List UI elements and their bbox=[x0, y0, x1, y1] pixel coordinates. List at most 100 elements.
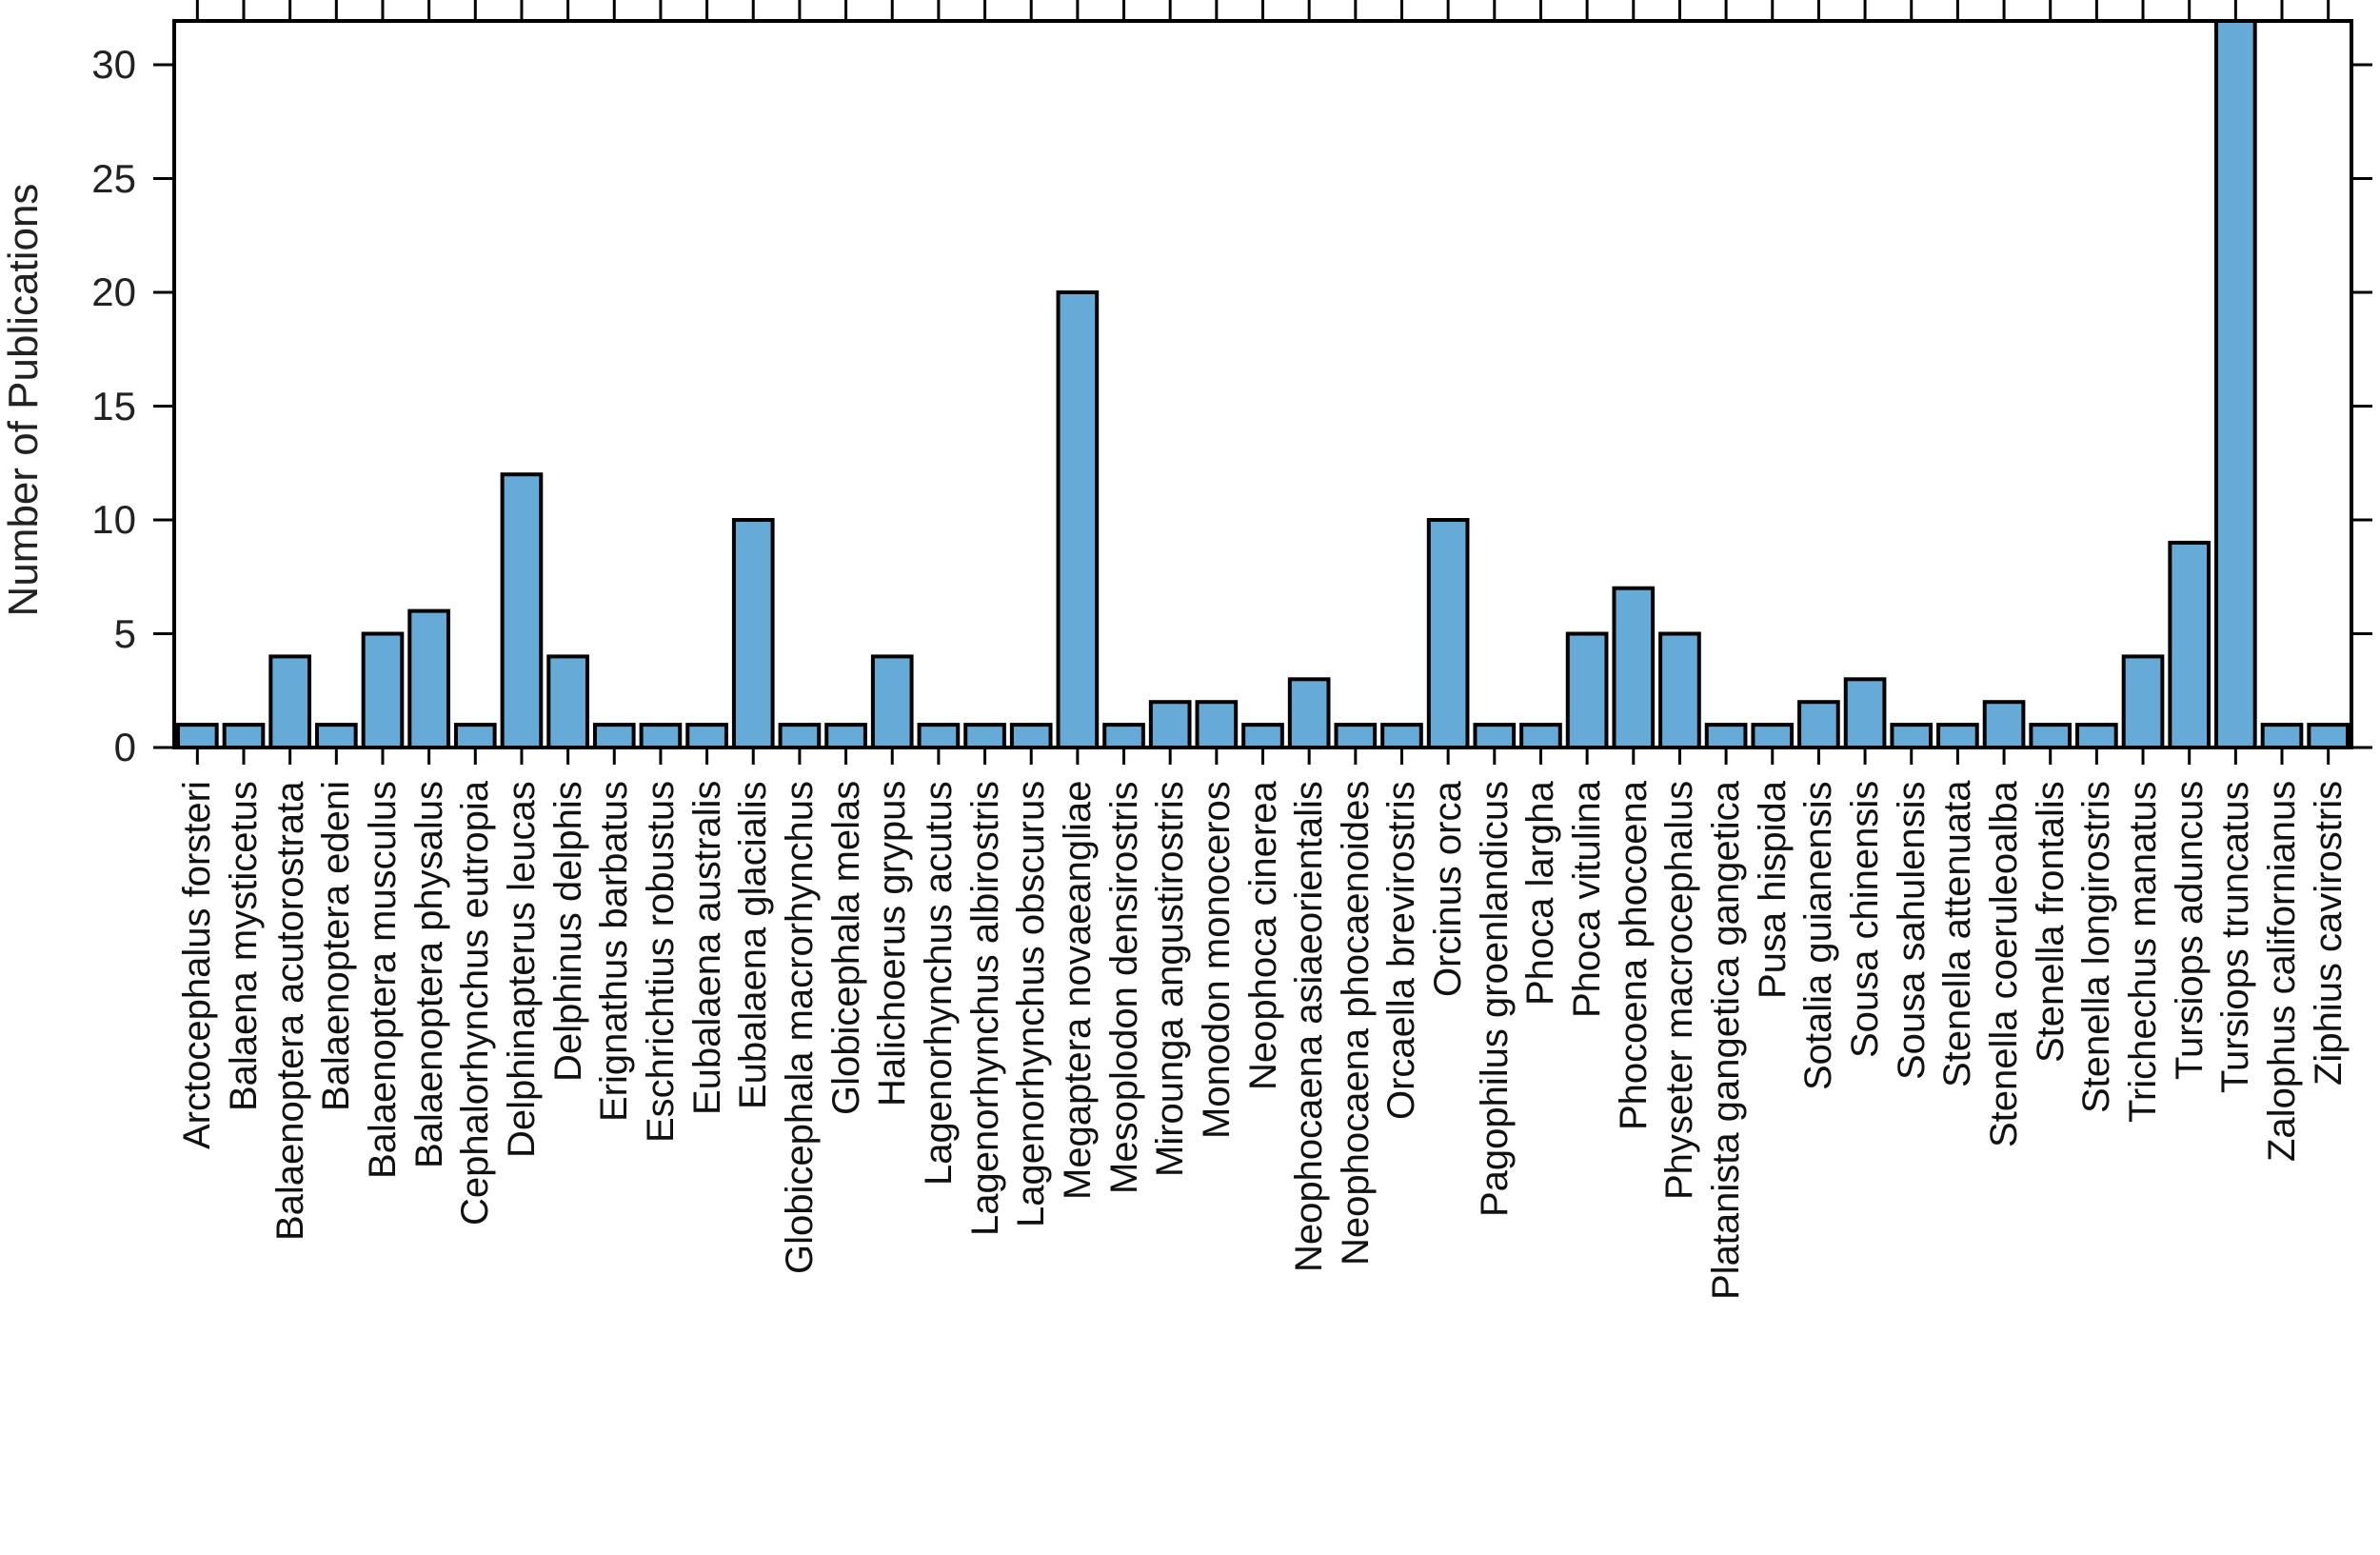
x-tick-label: Mirounga angustirostris bbox=[1149, 781, 1192, 1177]
x-tick-label: Neophocaena phocaenoides bbox=[1334, 780, 1377, 1266]
x-tick-label: Balaenoptera musculus bbox=[361, 780, 404, 1179]
bar bbox=[2168, 540, 2211, 750]
x-tick-label: Globicephala macrorhynchus bbox=[778, 780, 821, 1274]
bar bbox=[917, 723, 961, 749]
bar bbox=[314, 723, 358, 749]
bar bbox=[2029, 723, 2073, 749]
bar bbox=[453, 723, 497, 749]
x-tick-label: Sousa sahulensis bbox=[1890, 781, 1933, 1080]
bar bbox=[639, 723, 683, 749]
y-tick-label: 30 bbox=[91, 42, 136, 87]
bar bbox=[1426, 518, 1470, 749]
x-tick-label: Erignathus barbatus bbox=[593, 780, 636, 1122]
x-tick-label: Globicephala melas bbox=[824, 780, 867, 1115]
x-tick-label: Lagenorhynchus acutus bbox=[917, 781, 960, 1186]
x-tick-label: Megaptera novaeangliae bbox=[1056, 780, 1099, 1200]
bar bbox=[1102, 723, 1145, 749]
bar bbox=[1751, 723, 1795, 749]
bar bbox=[1195, 700, 1239, 750]
x-tick-label: Stenella frontalis bbox=[2029, 781, 2072, 1063]
y-tick-label: 5 bbox=[113, 610, 136, 656]
x-tick-label: Eubalaena australis bbox=[685, 780, 728, 1115]
bar bbox=[2260, 723, 2304, 749]
bar bbox=[778, 723, 822, 749]
bar bbox=[824, 723, 867, 749]
x-tick-label: Phocoena phocoena bbox=[1612, 781, 1655, 1130]
x-tick-label: Balaenoptera physalus bbox=[407, 781, 450, 1168]
x-tick-label: Mesoplodon densirostris bbox=[1102, 781, 1145, 1194]
bar bbox=[1380, 723, 1423, 749]
x-tick-label: Physeter macrocephalus bbox=[1658, 780, 1701, 1200]
bar bbox=[546, 654, 589, 750]
y-axis-title: Number of Publications bbox=[0, 183, 47, 617]
x-tick-label: Eschrichtius robustus bbox=[639, 780, 682, 1143]
bar bbox=[1565, 631, 1609, 749]
bar bbox=[407, 608, 450, 749]
bar bbox=[1936, 723, 1979, 749]
x-tick-label: Stenella attenuata bbox=[1936, 780, 1979, 1087]
bar bbox=[963, 723, 1006, 749]
x-tick-label: Lagenorhynchus albirostris bbox=[963, 780, 1006, 1236]
bar bbox=[1056, 290, 1100, 749]
bar bbox=[685, 723, 728, 749]
bar bbox=[1704, 723, 1748, 749]
x-tick-label: Pagophilus groenlandicus bbox=[1473, 780, 1516, 1217]
bar bbox=[1890, 723, 1934, 749]
x-tick-label: Balaenoptera edeni bbox=[315, 781, 358, 1111]
x-tick-label: Delphinus delphis bbox=[546, 781, 589, 1082]
bar bbox=[2307, 723, 2350, 749]
bar bbox=[1658, 631, 1701, 749]
bar bbox=[1473, 723, 1517, 749]
x-tick-label: Cephalorhynchus eutropia bbox=[454, 781, 497, 1226]
x-tick-label: Stenella coeruleoalba bbox=[1983, 781, 2026, 1147]
bar bbox=[268, 654, 311, 750]
y-tick-label: 15 bbox=[91, 383, 136, 429]
y-tick-label: 20 bbox=[91, 269, 136, 314]
bar bbox=[361, 631, 405, 749]
bar bbox=[731, 518, 775, 749]
y-tick-label: 10 bbox=[91, 497, 136, 542]
x-tick-label: Halichoerus grypus bbox=[871, 780, 914, 1106]
x-tick-label: Stenella longirostris bbox=[2075, 780, 2118, 1113]
x-tick-label: Ziphius cavirostris bbox=[2307, 780, 2350, 1086]
bar bbox=[1843, 677, 1887, 749]
x-tick-label: Eubalaena glacialis bbox=[732, 781, 775, 1109]
x-tick-label: Orcinus orca bbox=[1427, 781, 1470, 997]
x-tick-label: Phoca largha bbox=[1519, 781, 1562, 1006]
x-tick-label: Zalophus californianus bbox=[2261, 780, 2303, 1162]
x-tick-label: Trichechus manatus bbox=[2122, 781, 2165, 1123]
bar bbox=[2075, 723, 2118, 749]
bar bbox=[2121, 654, 2165, 750]
x-tick-label: Balaenoptera acutorostrata bbox=[268, 781, 311, 1241]
bar bbox=[222, 723, 266, 749]
bar bbox=[1009, 723, 1053, 749]
bar bbox=[1612, 586, 1656, 750]
x-tick-label: Orcaella brevirostris bbox=[1380, 781, 1423, 1120]
bar bbox=[1148, 700, 1192, 750]
x-tick-label: Tursiops aduncus bbox=[2168, 780, 2211, 1080]
bar bbox=[870, 654, 914, 750]
x-tick-label: Neophocaena asiaeorientalis bbox=[1288, 781, 1331, 1272]
x-tick-label: Arctocephalus forsteri bbox=[176, 781, 219, 1149]
bar bbox=[1287, 677, 1331, 749]
x-tick-label: Platanista gangetica gangetica bbox=[1705, 781, 1748, 1300]
x-tick-label: Phoca vitulina bbox=[1566, 780, 1609, 1018]
x-tick-label: Sousa chinensis bbox=[1844, 780, 1887, 1058]
x-tick-label: Lagenorhynchus obscurus bbox=[1010, 780, 1053, 1227]
bar bbox=[1241, 723, 1284, 749]
x-tick-label: Monodon monoceros bbox=[1195, 781, 1238, 1139]
bar bbox=[2214, 19, 2257, 749]
bar bbox=[1519, 723, 1562, 749]
bar bbox=[1334, 723, 1378, 749]
x-tick-label: Balaena mysticetus bbox=[222, 781, 265, 1111]
bar bbox=[176, 723, 219, 749]
x-tick-label: Sotalia guianensis bbox=[1797, 781, 1840, 1090]
y-tick-label: 0 bbox=[113, 725, 136, 769]
x-tick-label: Delphinapterus leucas bbox=[500, 781, 543, 1158]
bar bbox=[592, 723, 636, 749]
x-tick-label: Pusa hispida bbox=[1751, 780, 1794, 999]
bar bbox=[1982, 700, 2026, 750]
bar bbox=[500, 472, 544, 749]
